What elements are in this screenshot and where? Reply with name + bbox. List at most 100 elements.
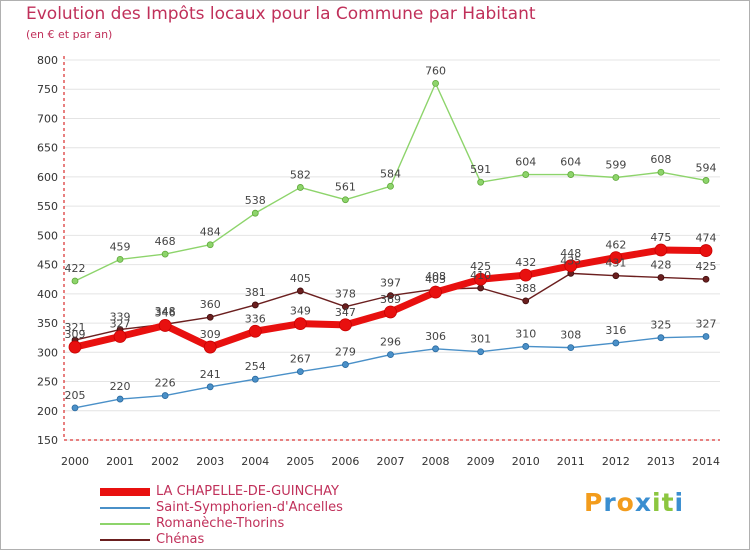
data-label: 591: [470, 163, 491, 176]
proxiti-logo: Proxiti: [584, 488, 684, 517]
x-tick-label: 2013: [647, 455, 675, 468]
data-label: 316: [605, 324, 626, 337]
data-point: [432, 79, 439, 87]
y-tick-label: 700: [37, 112, 58, 125]
data-point: [116, 395, 124, 403]
data-label: 381: [245, 286, 266, 299]
data-point: [387, 182, 394, 190]
data-label: 325: [650, 319, 671, 332]
data-point: [116, 255, 124, 263]
data-label: 327: [696, 318, 717, 331]
data-point: [564, 259, 578, 273]
data-label: 308: [560, 329, 581, 342]
data-label: 369: [380, 293, 401, 306]
data-point: [387, 351, 394, 359]
data-point: [206, 313, 214, 321]
data-point: [699, 244, 713, 257]
data-point: [71, 277, 79, 285]
logo-letter: t: [661, 488, 675, 517]
data-label: 301: [470, 333, 491, 346]
data-label: 279: [335, 346, 356, 359]
data-label: 306: [425, 330, 446, 343]
data-point: [477, 348, 485, 356]
data-point: [567, 344, 575, 352]
data-label: 378: [335, 288, 356, 301]
data-label: 309: [65, 328, 86, 341]
x-tick-label: 2001: [106, 455, 134, 468]
data-point: [71, 404, 79, 412]
data-label: 360: [200, 298, 221, 311]
data-label: 267: [290, 353, 311, 366]
data-label: 403: [425, 273, 446, 286]
data-point: [522, 171, 530, 178]
x-tick-label: 2007: [377, 455, 405, 468]
y-tick-label: 250: [37, 376, 58, 389]
data-label: 435: [560, 254, 581, 267]
data-label: 431: [605, 257, 626, 270]
data-point: [702, 275, 710, 283]
data-label: 599: [605, 159, 626, 172]
data-point: [113, 330, 127, 343]
data-point: [158, 319, 172, 332]
data-point: [251, 375, 259, 383]
data-point: [432, 345, 439, 353]
data-label: 339: [110, 311, 131, 324]
data-label: 561: [335, 181, 356, 194]
data-point: [251, 301, 259, 309]
x-tick-label: 2009: [467, 455, 495, 468]
data-label: 474: [696, 232, 717, 245]
data-point: [612, 272, 620, 280]
y-tick-label: 800: [37, 54, 58, 67]
y-tick-label: 450: [37, 259, 58, 272]
data-point: [68, 340, 82, 354]
data-label: 388: [515, 282, 536, 295]
data-point: [206, 383, 214, 391]
data-point: [384, 305, 397, 319]
x-tick-label: 2014: [692, 455, 720, 468]
data-label: 584: [380, 167, 401, 180]
y-tick-label: 750: [37, 83, 58, 96]
x-tick-label: 2004: [241, 455, 269, 468]
data-point: [293, 317, 307, 331]
data-label: 296: [380, 336, 401, 349]
data-point: [387, 292, 394, 300]
data-point: [657, 168, 665, 176]
x-tick-label: 2008: [422, 455, 450, 468]
x-tick-label: 2003: [196, 455, 224, 468]
data-label: 594: [696, 161, 717, 174]
data-point: [657, 274, 665, 281]
data-label: 760: [425, 64, 446, 77]
data-label: 327: [110, 318, 131, 331]
data-point: [251, 209, 259, 217]
data-label: 346: [155, 306, 176, 319]
data-label: 604: [560, 156, 581, 169]
chart-subtitle: (en € et par an): [26, 28, 113, 41]
x-tick-label: 2002: [151, 455, 179, 468]
data-point: [612, 174, 620, 181]
data-point: [702, 177, 710, 184]
y-tick-label: 500: [37, 229, 58, 242]
logo-letter: o: [616, 488, 635, 517]
data-point: [296, 287, 304, 295]
data-label: 604: [515, 156, 536, 169]
data-label: 226: [155, 377, 176, 390]
x-tick-label: 2012: [602, 455, 630, 468]
y-tick-label: 400: [37, 288, 58, 301]
data-label: 321: [65, 321, 86, 334]
data-label: 448: [560, 247, 581, 260]
data-label: 432: [515, 256, 536, 269]
data-point: [657, 334, 665, 342]
legend-label: Saint-Symphorien-d'Ancelles: [156, 500, 343, 515]
data-point: [609, 251, 623, 265]
data-label: 428: [650, 258, 671, 271]
data-label: 422: [65, 262, 86, 275]
data-point: [161, 250, 169, 258]
logo-letter: i: [674, 488, 685, 517]
y-tick-label: 350: [37, 317, 58, 330]
data-point: [248, 324, 262, 338]
data-point: [612, 339, 620, 347]
y-tick-label: 200: [37, 405, 58, 418]
data-point: [477, 284, 485, 292]
data-point: [296, 368, 304, 376]
